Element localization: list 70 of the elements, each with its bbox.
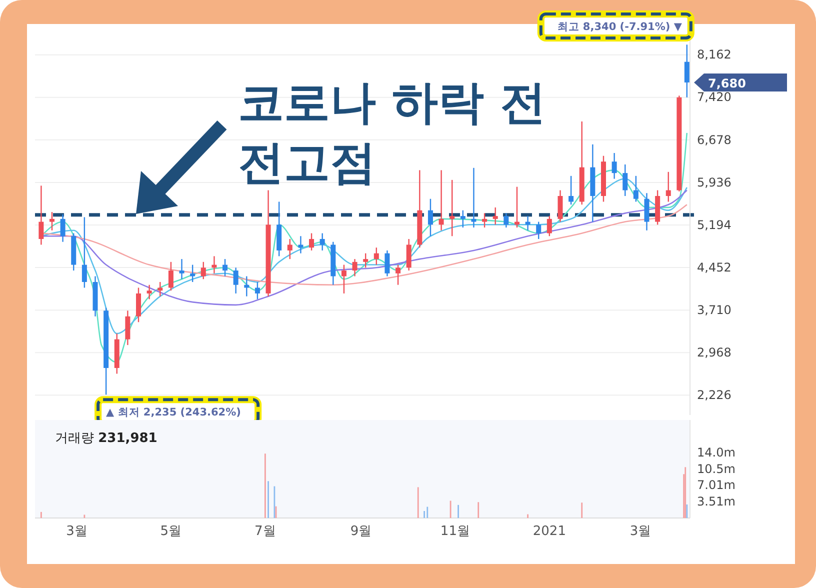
y-tick-label: 4,452: [697, 260, 732, 274]
candlestick: [612, 152, 617, 180]
candlestick: [536, 221, 542, 240]
candlestick: [684, 44, 690, 98]
candlestick: [136, 287, 141, 323]
y-tick-label: 5,194: [697, 218, 732, 232]
candlestick: [644, 192, 650, 231]
y-tick-label: 6,678: [697, 132, 732, 147]
candlestick: [254, 281, 260, 300]
candlestick: [309, 232, 314, 252]
candlestick: [287, 238, 292, 260]
y-tick-label: 10.5m: [697, 462, 736, 476]
candlestick: [158, 281, 163, 297]
candlestick: [352, 258, 358, 277]
candlestick: [384, 250, 390, 277]
candlestick: [568, 175, 574, 206]
x-tick-label: 2021: [532, 524, 566, 540]
y-tick-label: 5,936: [697, 175, 732, 190]
annotation: 코로나 하락 전: [238, 75, 546, 129]
y-tick-label: 7,420: [697, 90, 732, 104]
candlestick: [558, 190, 563, 222]
y-tick-label: 3.51m: [697, 494, 736, 508]
candlestick: [200, 261, 206, 280]
candlestick: [633, 175, 638, 202]
candlestick: [363, 252, 368, 268]
candlestick: [438, 170, 444, 231]
candlestick: [49, 211, 54, 231]
annotation: ▲ 최저 2,235 (243.62%): [106, 406, 241, 419]
y-tick-label: 14.0m: [697, 446, 736, 460]
candlestick: [146, 284, 152, 300]
x-tick-label: 3월: [66, 524, 88, 540]
annotation: 최고 8,340 (-7.91%) ▼: [557, 21, 683, 33]
candlestick: [471, 167, 476, 228]
candlestick: [320, 232, 325, 252]
x-tick-label: 5월: [160, 524, 182, 540]
annotation: 거래량 231,981: [55, 431, 158, 446]
y-tick-label: 2,226: [697, 388, 732, 402]
annotation: 전고점: [238, 135, 376, 189]
x-tick-label: 9월: [350, 524, 372, 540]
y-tick-label: 2,968: [697, 345, 732, 360]
candlestick: [546, 215, 552, 237]
candlestick: [460, 210, 466, 228]
candlestick: [168, 261, 174, 292]
candlestick: [492, 206, 498, 226]
candlestick: [222, 258, 228, 277]
annotation: 7,680: [708, 76, 746, 90]
candlestick: [125, 310, 130, 346]
candlestick: [374, 246, 379, 266]
x-tick-label: 11월: [440, 524, 470, 540]
candlestick: [341, 264, 346, 294]
x-tick-label: 3월: [630, 524, 652, 540]
candlestick: [622, 164, 628, 197]
candlestick: [38, 185, 44, 246]
candlestick: [450, 179, 455, 237]
y-tick-label: 3,710: [697, 302, 732, 317]
candlestick: [428, 198, 433, 237]
candlestick: [60, 214, 66, 242]
candlestick: [482, 212, 488, 228]
candlestick: [666, 171, 671, 202]
candlestick: [298, 236, 304, 254]
candlestick: [179, 258, 184, 280]
y-tick-label: 8,162: [697, 48, 732, 62]
candlestick: [233, 267, 238, 294]
candlestick: [396, 264, 401, 286]
x-tick-label: 7월: [254, 524, 276, 540]
candlestick: [406, 238, 412, 272]
candlestick: [504, 212, 509, 228]
candlestick: [190, 264, 196, 283]
candlestick: [82, 216, 87, 288]
y-tick-label: 7.01m: [697, 478, 736, 492]
